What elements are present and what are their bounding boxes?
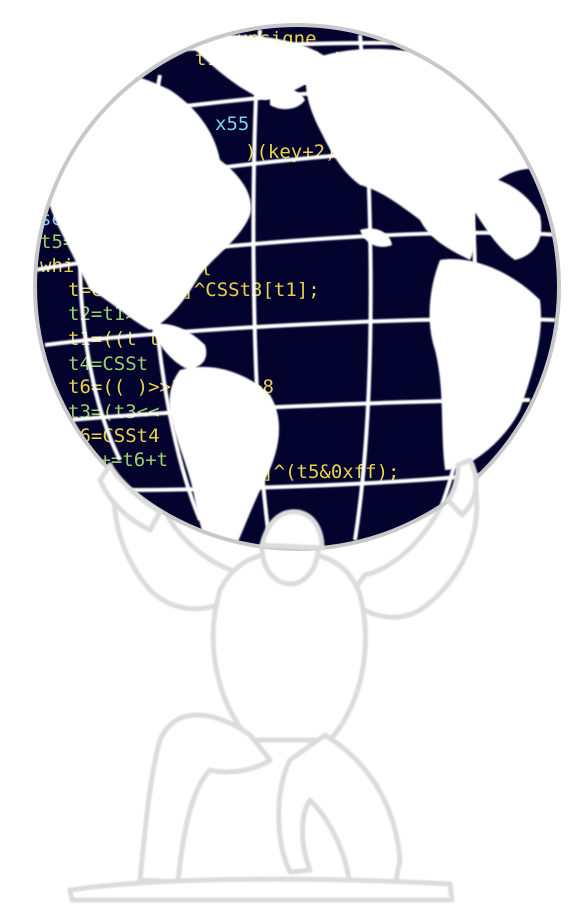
landmass-north-america — [35, 69, 251, 330]
atlas-left-leg — [137, 712, 273, 885]
code-line: t6=CSSt4 — [68, 425, 160, 447]
atlas-hands — [97, 457, 479, 551]
atlas-head-top — [259, 509, 325, 551]
landmass-africa — [429, 259, 541, 470]
atlas-right-hand — [445, 457, 479, 518]
atlas-right-leg — [276, 732, 403, 888]
atlas-base — [67, 876, 455, 903]
globe: (unsignet1,t2,t3,t4,t5;t=0x00;x55)(key+2… — [33, 23, 561, 551]
landmass-south-america — [169, 366, 280, 549]
atlas-figure — [67, 467, 480, 903]
atlas-right-arm — [347, 467, 480, 620]
code-line: x55 — [215, 113, 249, 135]
atlas-left-hand — [97, 462, 163, 533]
code-line: t4=CSSt — [68, 353, 148, 375]
landmass-middle-east — [468, 175, 542, 260]
